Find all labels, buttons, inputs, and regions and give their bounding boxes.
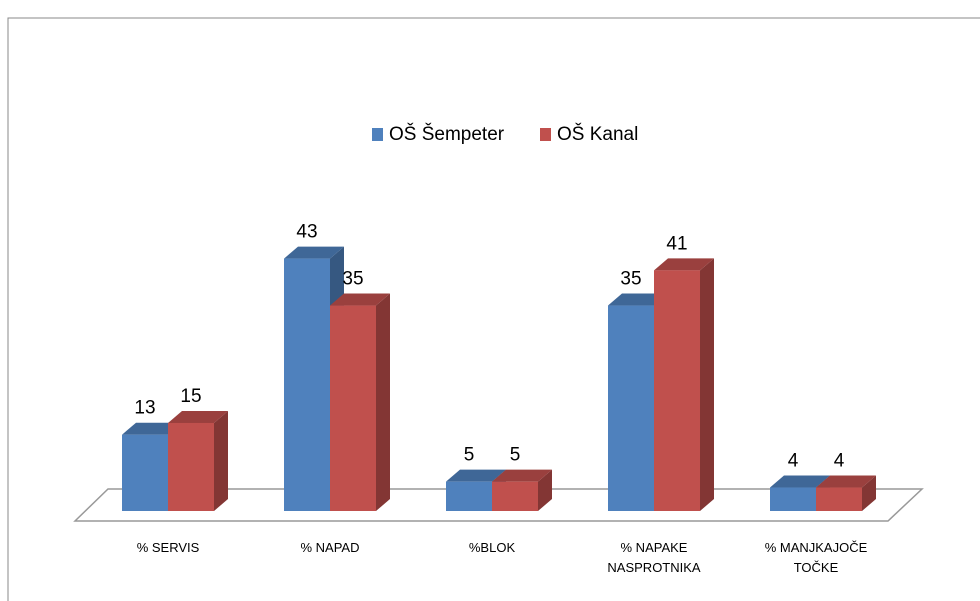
bar-front <box>654 270 700 511</box>
bar-front <box>770 487 816 511</box>
data-label: 35 <box>620 269 641 290</box>
bar-side <box>376 293 390 511</box>
data-label: 43 <box>296 222 317 243</box>
data-label: 13 <box>134 398 155 419</box>
bar <box>654 258 714 511</box>
bar-side <box>214 410 228 511</box>
bar-top <box>770 475 830 488</box>
bar-top <box>122 422 182 435</box>
bar-front <box>122 434 168 511</box>
bar-side <box>538 469 552 511</box>
bar-front <box>168 422 214 511</box>
data-label: 5 <box>510 445 521 466</box>
bar <box>168 410 228 511</box>
legend-label: OŠ Kanal <box>557 123 638 145</box>
bar-front <box>816 487 862 511</box>
bar-side <box>700 258 714 511</box>
bar-front <box>608 305 654 511</box>
data-label: 5 <box>464 445 475 466</box>
data-label: 4 <box>834 451 845 472</box>
data-label: 35 <box>342 269 363 290</box>
data-label: 15 <box>180 386 201 407</box>
legend-swatch <box>540 128 551 141</box>
bar-top <box>608 293 668 306</box>
legend-swatch <box>372 128 383 141</box>
bar <box>492 469 552 511</box>
bar-top <box>446 469 506 482</box>
bar-front <box>446 481 492 511</box>
legend-label: OŠ Šempeter <box>389 123 505 145</box>
bar-top <box>492 469 552 482</box>
bar-top <box>816 475 876 488</box>
bar-front <box>284 258 330 511</box>
x-tick-label: % NAPAKE NASPROTNIKA <box>607 540 701 575</box>
bar <box>330 293 390 511</box>
bar <box>816 475 876 511</box>
bar-top <box>168 410 228 423</box>
bar-front <box>492 481 538 511</box>
bar-top <box>654 258 714 271</box>
bar-top <box>284 246 344 259</box>
bar-side <box>862 475 876 511</box>
x-tick-label: % SERVIS <box>136 540 200 555</box>
data-label: 4 <box>788 451 799 472</box>
bar-front <box>330 305 376 511</box>
data-label: 41 <box>666 233 687 254</box>
x-tick-label: % NAPAD <box>300 540 360 555</box>
bar-top <box>330 293 390 306</box>
x-tick-label: % MANJKAJOČE TOČKE <box>764 540 868 575</box>
chart-frame <box>7 17 980 601</box>
x-tick-label: %BLOK <box>468 540 516 555</box>
